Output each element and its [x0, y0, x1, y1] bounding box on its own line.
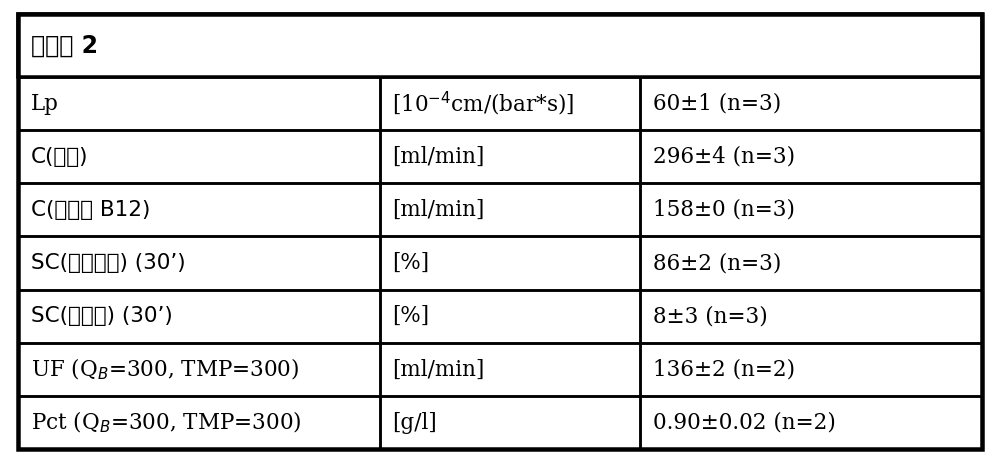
- Text: [%]: [%]: [392, 252, 430, 274]
- Bar: [380, 77, 640, 130]
- Text: 296±4 (n=3): 296±4 (n=3): [653, 146, 795, 168]
- Bar: [18, 183, 380, 237]
- Text: 8±3 (n=3): 8±3 (n=3): [653, 305, 768, 327]
- Text: Pct (Q$_B$=300, TMP=300): Pct (Q$_B$=300, TMP=300): [31, 410, 301, 435]
- Text: 0.90±0.02 (n=2): 0.90±0.02 (n=2): [653, 412, 836, 433]
- Bar: [640, 396, 982, 449]
- Bar: [18, 290, 380, 343]
- Text: [ml/min]: [ml/min]: [392, 146, 485, 168]
- Text: 158±0 (n=3): 158±0 (n=3): [653, 199, 795, 221]
- Bar: [640, 343, 982, 396]
- Text: 136±2 (n=2): 136±2 (n=2): [653, 358, 795, 381]
- Bar: [18, 77, 380, 130]
- Text: [ml/min]: [ml/min]: [392, 358, 485, 381]
- Text: C(尿素): C(尿素): [31, 147, 88, 167]
- Bar: [640, 183, 982, 237]
- Text: 86±2 (n=3): 86±2 (n=3): [653, 252, 781, 274]
- Text: UF (Q$_B$=300, TMP=300): UF (Q$_B$=300, TMP=300): [31, 357, 299, 382]
- Bar: [380, 130, 640, 183]
- Bar: [18, 237, 380, 290]
- Bar: [380, 183, 640, 237]
- Bar: [18, 130, 380, 183]
- Text: [g/l]: [g/l]: [392, 412, 437, 433]
- Bar: [18, 14, 982, 77]
- Text: SC(肌红蛋白) (30’): SC(肌红蛋白) (30’): [31, 253, 186, 273]
- Bar: [380, 343, 640, 396]
- Bar: [18, 396, 380, 449]
- Text: [ml/min]: [ml/min]: [392, 199, 485, 221]
- Bar: [380, 290, 640, 343]
- Text: C(维生素 B12): C(维生素 B12): [31, 200, 150, 220]
- Bar: [380, 396, 640, 449]
- Bar: [640, 237, 982, 290]
- Text: [%]: [%]: [392, 305, 430, 327]
- Bar: [18, 343, 380, 396]
- Text: [10$^{-4}$cm/(bar*s)]: [10$^{-4}$cm/(bar*s)]: [392, 89, 575, 118]
- Text: Lp: Lp: [31, 93, 59, 114]
- Text: 60±1 (n=3): 60±1 (n=3): [653, 93, 781, 114]
- Text: SC(白蛋白) (30’): SC(白蛋白) (30’): [31, 306, 173, 326]
- Bar: [640, 290, 982, 343]
- Bar: [640, 130, 982, 183]
- Bar: [640, 77, 982, 130]
- Text: 对比例 2: 对比例 2: [31, 33, 98, 57]
- Bar: [380, 237, 640, 290]
